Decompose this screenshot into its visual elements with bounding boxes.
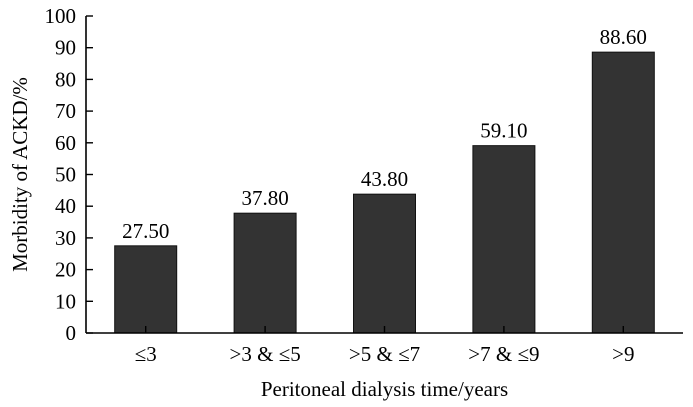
y-tick-label: 100 xyxy=(45,4,77,28)
bar xyxy=(353,193,416,334)
bar-value-label: 88.60 xyxy=(600,25,647,49)
x-tick-label: >7 & ≤9 xyxy=(468,342,539,366)
bars: 27.50 37.80 43.80 59.10 88.60 xyxy=(114,25,655,334)
y-axis-ticks: 0 10 20 30 40 50 60 70 80 90 100 xyxy=(45,4,93,345)
bar xyxy=(472,145,536,334)
bar-value-label: 43.80 xyxy=(361,167,408,191)
y-tick-label: 70 xyxy=(55,99,76,123)
bar-value-label: 37.80 xyxy=(241,186,288,210)
x-axis-label: Peritoneal dialysis time/years xyxy=(261,377,508,401)
x-tick-label: >5 & ≤7 xyxy=(349,342,420,366)
y-tick-label: 60 xyxy=(55,131,76,155)
x-tick-label: ≤3 xyxy=(135,342,157,366)
x-tick-label: >3 & ≤5 xyxy=(229,342,300,366)
y-tick-label: 40 xyxy=(55,194,76,218)
y-tick-label: 50 xyxy=(55,163,76,187)
x-axis-ticks: ≤3 >3 & ≤5 >5 & ≤7 >7 & ≤9 >9 xyxy=(135,326,634,366)
bar xyxy=(233,212,297,334)
bar xyxy=(591,51,655,334)
y-tick-label: 0 xyxy=(66,321,77,345)
y-tick-label: 80 xyxy=(55,67,76,91)
bar xyxy=(114,245,178,334)
y-tick-label: 30 xyxy=(55,226,76,250)
bar-value-label: 59.10 xyxy=(480,119,527,143)
x-tick-label: >9 xyxy=(612,342,634,366)
y-axis-label: Morbidity of ACKD/% xyxy=(8,77,32,272)
y-tick-label: 90 xyxy=(55,36,76,60)
y-tick-label: 20 xyxy=(55,258,76,282)
bar-value-label: 27.50 xyxy=(122,219,169,243)
y-tick-label: 10 xyxy=(55,289,76,313)
